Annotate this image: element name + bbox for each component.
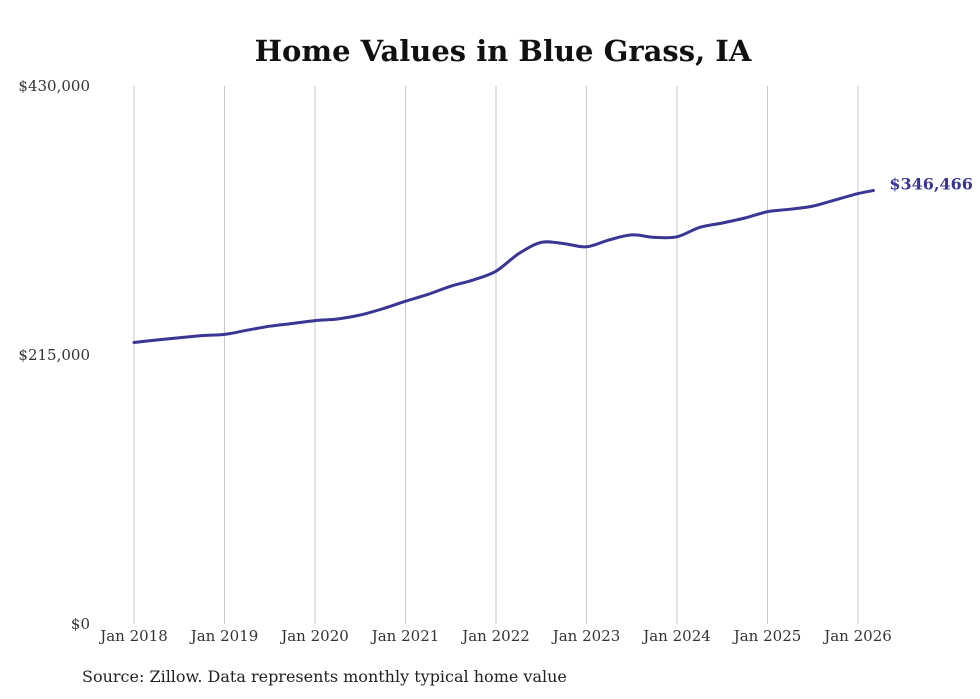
end-value-label: $346,466 (889, 175, 973, 194)
x-axis-ticks: Jan 2018 Jan 2019 Jan 2020 Jan 2021 Jan 2022… (98, 627, 892, 645)
y-axis-ticks: $0 $215,000 $430,000 (18, 77, 90, 633)
chart-title: Home Values in Blue Grass, IA (255, 34, 752, 68)
x-tick-label: Jan 2024 (641, 627, 711, 645)
x-tick-label: Jan 2023 (551, 627, 621, 645)
source-note: Source: Zillow. Data represents monthly … (82, 667, 567, 686)
series-line (132, 189, 875, 344)
gridlines (133, 86, 859, 624)
y-tick-label: $215,000 (18, 346, 90, 364)
x-tick-label: Jan 2020 (279, 627, 349, 645)
x-tick-label: Jan 2019 (189, 627, 259, 645)
x-tick-label: Jan 2018 (98, 627, 168, 645)
x-tick-label: Jan 2022 (460, 627, 530, 645)
y-tick-label: $0 (71, 615, 90, 633)
x-tick-label: Jan 2021 (370, 627, 440, 645)
y-tick-label: $430,000 (18, 77, 90, 95)
x-tick-label: Jan 2026 (822, 627, 892, 645)
x-tick-label: Jan 2025 (732, 627, 802, 645)
series-group: $346,466 (132, 175, 973, 344)
